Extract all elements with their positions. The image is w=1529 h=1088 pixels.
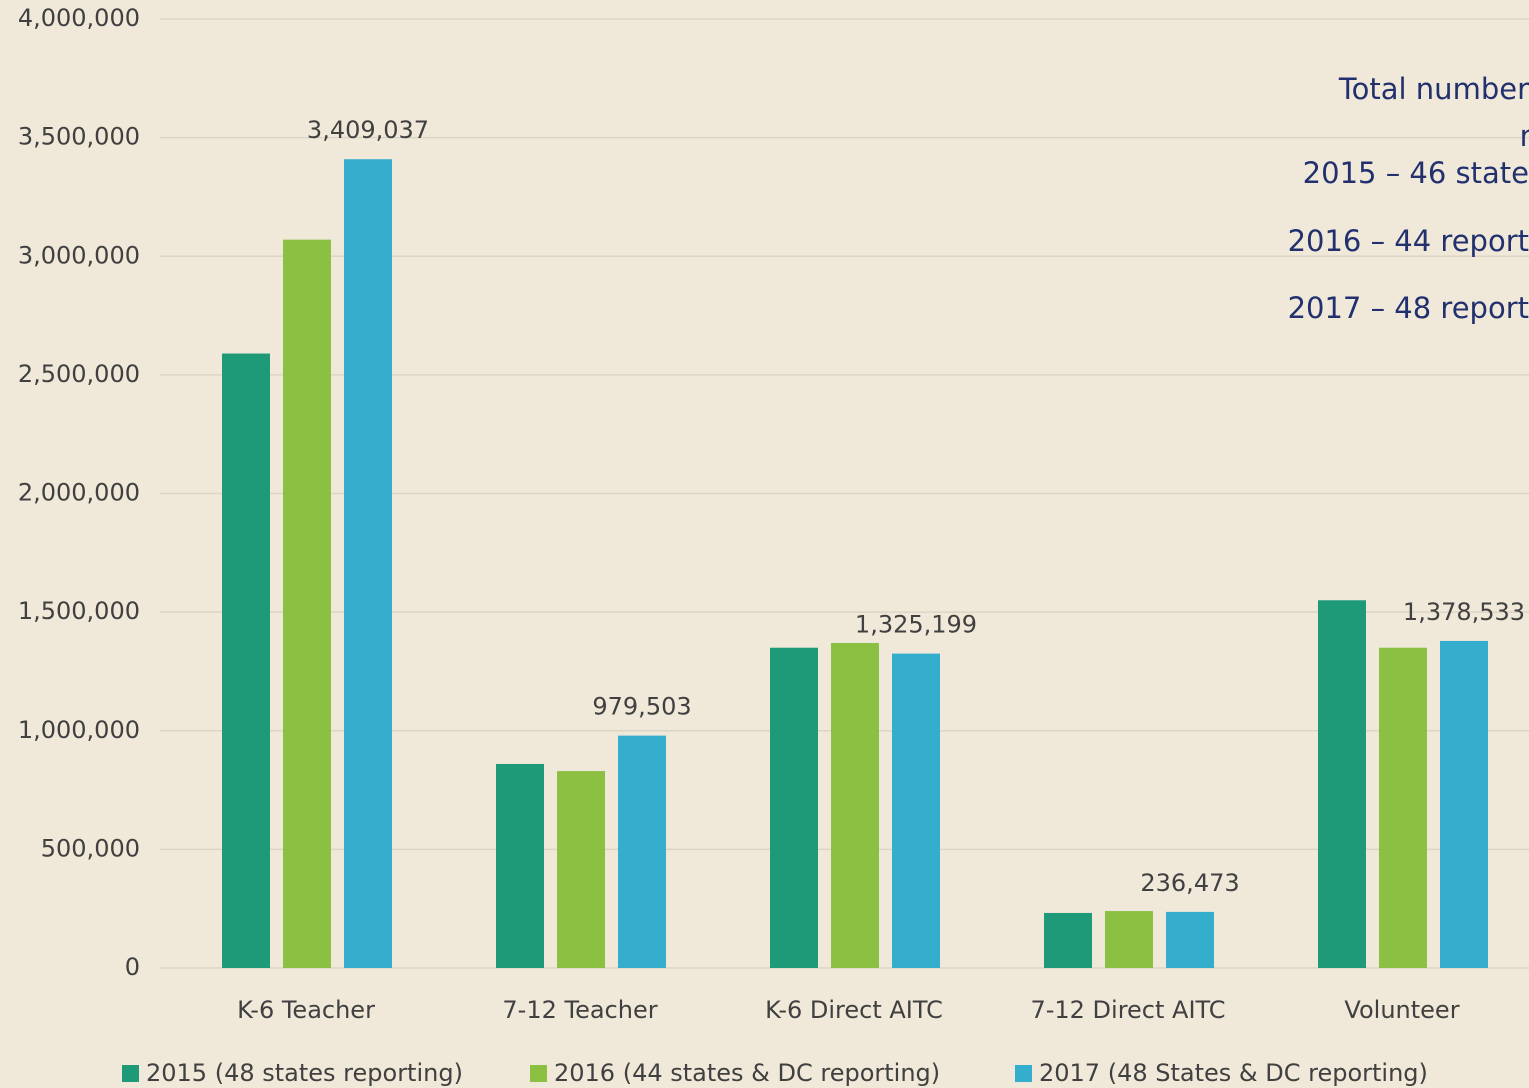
bar [222,353,270,969]
x-tick-label: K-6 Teacher [237,996,375,1024]
annotation: 2015 – 46 state [1303,156,1529,190]
data-label: 3,409,037 [307,116,429,144]
y-tick-label: 500,000 [41,834,140,862]
legend-swatch [530,1065,547,1082]
annotation: 2016 – 44 report [1288,224,1529,258]
annotation: n [1520,119,1529,153]
bar [283,239,331,968]
bar [496,763,544,968]
y-tick-label: 2,500,000 [18,360,140,388]
x-tick-label: K-6 Direct AITC [765,996,943,1024]
bar [1044,912,1092,968]
y-tick-label: 2,000,000 [18,479,140,507]
bar [1318,600,1366,968]
bar [618,735,666,968]
legend-label: 2016 (44 states & DC reporting) [554,1059,940,1087]
legend-swatch [1015,1065,1032,1082]
y-tick-label: 1,500,000 [18,597,140,625]
bar [892,653,940,968]
x-tick-label: 7-12 Teacher [502,996,657,1024]
bar [1105,911,1153,968]
data-label: 1,378,533 [1403,598,1525,626]
data-label: 1,325,199 [855,611,977,639]
bar [1379,647,1427,968]
x-tick-label: Volunteer [1344,996,1459,1024]
legend-label: 2015 (48 states reporting) [146,1059,463,1087]
annotation: Total number [1338,72,1529,106]
bar [1166,911,1214,968]
x-tick-label: 7-12 Direct AITC [1030,996,1225,1024]
bar [1440,640,1488,968]
bar [770,647,818,968]
data-label: 979,503 [592,693,691,721]
bar [557,771,605,968]
legend-swatch [122,1065,139,1082]
y-tick-label: 0 [125,953,140,981]
y-tick-label: 4,000,000 [18,4,140,32]
y-tick-label: 3,000,000 [18,241,140,269]
bar [344,159,392,968]
bar [831,642,879,968]
legend-label: 2017 (48 States & DC reporting) [1039,1059,1428,1087]
annotation: 2017 – 48 report [1288,291,1529,325]
y-tick-label: 3,500,000 [18,123,140,151]
y-tick-label: 1,000,000 [18,716,140,744]
data-label: 236,473 [1140,869,1239,897]
